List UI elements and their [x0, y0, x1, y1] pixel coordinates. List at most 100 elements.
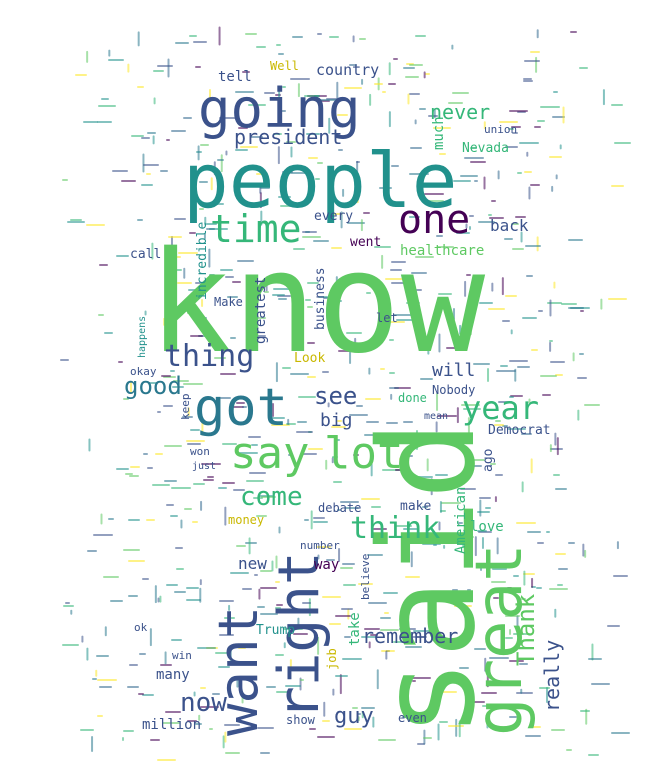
tiny-word-speck — [261, 496, 277, 499]
tiny-word-speck — [307, 156, 318, 159]
tiny-word-speck — [289, 372, 309, 375]
tiny-word-speck — [306, 306, 314, 309]
tiny-word-speck — [159, 595, 162, 603]
tiny-word-speck — [86, 647, 89, 661]
tiny-word-speck — [374, 245, 392, 248]
tiny-word-speck — [523, 171, 532, 174]
tiny-word-speck — [389, 338, 395, 341]
tiny-word-speck — [321, 595, 342, 598]
tiny-word-speck — [296, 421, 307, 424]
tiny-word-speck — [328, 299, 342, 302]
tiny-word-speck — [174, 42, 189, 45]
tiny-word-speck — [162, 405, 174, 408]
tiny-word-speck — [611, 184, 624, 187]
tiny-word-speck — [144, 310, 147, 316]
tiny-word-speck — [517, 111, 527, 113]
tiny-word-speck — [147, 466, 153, 469]
tiny-word-speck — [185, 586, 199, 589]
tiny-word-speck — [97, 104, 116, 107]
tiny-word-speck — [200, 144, 210, 147]
tiny-word-speck — [254, 573, 259, 576]
tiny-word-speck — [395, 524, 413, 527]
tiny-word-speck — [525, 735, 542, 738]
tiny-word-speck — [401, 276, 407, 279]
tiny-word-speck — [378, 739, 396, 742]
tiny-word-speck — [256, 173, 266, 176]
tiny-word-speck — [187, 719, 198, 722]
tiny-word-speck — [61, 644, 80, 647]
tiny-word-speck — [199, 501, 202, 512]
tiny-word-speck — [153, 135, 156, 145]
tiny-word-speck — [326, 559, 335, 562]
tiny-word-speck — [272, 294, 286, 297]
tiny-word-speck — [257, 494, 274, 497]
word-union: union — [484, 123, 518, 136]
word-believe: believe — [359, 553, 372, 600]
tiny-word-speck — [127, 560, 146, 563]
tiny-word-speck — [496, 705, 507, 708]
word-job: job — [325, 648, 339, 670]
tiny-word-speck — [360, 79, 363, 86]
tiny-word-speck — [283, 628, 303, 631]
tiny-word-speck — [540, 375, 557, 378]
tiny-word-speck — [252, 317, 266, 320]
word-make-cap: Make — [214, 295, 243, 309]
tiny-word-speck — [224, 617, 235, 620]
tiny-word-speck — [367, 602, 388, 605]
tiny-word-speck — [515, 215, 526, 218]
tiny-word-speck — [214, 357, 227, 360]
tiny-word-speck — [250, 135, 263, 138]
tiny-word-speck — [489, 463, 496, 466]
tiny-word-speck — [107, 59, 124, 62]
tiny-word-speck — [340, 608, 353, 611]
tiny-word-speck — [384, 278, 403, 281]
tiny-word-speck — [183, 116, 192, 119]
word-healthcare: healthcare — [400, 243, 485, 259]
tiny-word-speck — [281, 109, 286, 112]
tiny-word-speck — [551, 186, 554, 193]
tiny-word-speck — [436, 415, 457, 418]
tiny-word-speck — [159, 664, 172, 667]
tiny-word-speck — [526, 151, 529, 157]
tiny-word-speck — [373, 528, 388, 531]
word-mean: mean — [424, 411, 449, 422]
tiny-word-speck — [242, 71, 251, 74]
tiny-word-speck — [395, 318, 413, 321]
tiny-word-speck — [187, 288, 202, 291]
tiny-word-speck — [415, 436, 433, 439]
tiny-word-speck — [423, 70, 426, 79]
tiny-word-speck — [555, 174, 558, 180]
tiny-word-speck — [301, 235, 321, 238]
tiny-word-speck — [562, 106, 565, 124]
tiny-word-speck — [93, 534, 113, 537]
tiny-word-speck — [282, 86, 287, 89]
tiny-word-speck — [528, 186, 531, 200]
tiny-word-speck — [561, 302, 578, 305]
tiny-word-speck — [411, 636, 426, 639]
tiny-word-speck — [549, 444, 552, 453]
word-business: business — [313, 267, 328, 330]
tiny-word-speck — [610, 104, 623, 107]
tiny-word-speck — [342, 583, 357, 586]
tiny-word-speck — [545, 531, 551, 534]
tiny-word-speck — [229, 337, 236, 340]
tiny-word-speck — [130, 134, 144, 137]
tiny-word-speck — [482, 704, 494, 707]
tiny-word-speck — [278, 53, 285, 56]
tiny-word-speck — [433, 127, 452, 130]
tiny-word-speck — [276, 43, 281, 46]
tiny-word-speck — [551, 728, 566, 731]
tiny-word-speck — [511, 131, 519, 134]
tiny-word-speck — [537, 29, 540, 39]
tiny-word-speck — [102, 575, 120, 578]
tiny-word-speck — [129, 474, 140, 477]
tiny-word-speck — [127, 686, 140, 689]
tiny-word-speck — [97, 121, 112, 124]
tiny-word-speck — [137, 85, 144, 88]
tiny-word-speck — [554, 608, 557, 618]
tiny-word-speck — [486, 367, 489, 382]
tiny-word-speck — [224, 275, 234, 278]
tiny-word-speck — [555, 373, 563, 376]
tiny-word-speck — [345, 331, 363, 334]
tiny-word-speck — [174, 218, 186, 221]
